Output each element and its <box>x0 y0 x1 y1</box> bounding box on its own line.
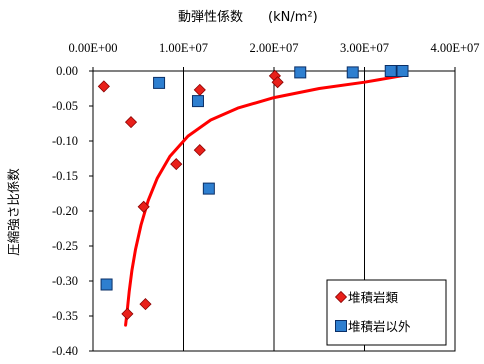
chart-title-unit: (kN/m²) <box>268 10 318 25</box>
y-tick-label: -0.05 <box>52 99 78 113</box>
point-square <box>100 278 113 291</box>
y-axis: 0.00 -0.05 -0.10 -0.15 -0.20 -0.25 -0.30 -0.35 -… <box>52 64 93 358</box>
y-tick-label: -0.25 <box>52 239 78 253</box>
legend-box <box>326 279 447 346</box>
legend-marker-square <box>335 320 347 332</box>
trend-line <box>124 73 407 327</box>
point-diamond <box>124 116 138 129</box>
point-square <box>153 76 166 89</box>
point-diamond <box>193 83 206 96</box>
data-points <box>97 65 409 320</box>
point-diamond <box>139 298 152 311</box>
point-diamond <box>121 307 134 320</box>
legend-marker-diamond <box>334 290 348 304</box>
y-tick-label: -0.20 <box>52 204 78 218</box>
chart-title: 動弾性係数 <box>178 10 243 25</box>
y-tick-label: 0.00 <box>56 64 78 78</box>
point-diamond <box>193 144 206 157</box>
point-diamond <box>271 76 284 89</box>
y-tick-label: -0.30 <box>52 274 78 288</box>
point-square <box>202 182 215 195</box>
x-tick-label: 1.00E+07 <box>159 41 208 55</box>
point-diamond <box>137 200 150 213</box>
point-square <box>384 65 397 77</box>
y-tick-label: -0.15 <box>52 169 78 183</box>
x-tick-label: 4.00E+07 <box>430 41 479 55</box>
y-tick-label: -0.10 <box>52 134 78 148</box>
point-square <box>396 65 409 77</box>
x-tick-label: 0.00E+00 <box>68 41 117 55</box>
x-tick-label: 2.00E+07 <box>249 41 298 55</box>
y-tick-label: -0.40 <box>52 344 78 358</box>
legend-label: 堆積岩以外 <box>348 319 411 334</box>
trend-curve <box>124 73 407 327</box>
point-square <box>294 66 307 79</box>
point-diamond <box>170 158 183 171</box>
y-tick-label: -0.35 <box>52 309 78 323</box>
point-diamond <box>97 80 110 93</box>
point-square <box>191 95 204 108</box>
legend-label: 堆積岩類 <box>348 290 399 305</box>
x-tick-label: 3.00E+07 <box>340 41 389 55</box>
x-axis: 0.00E+00 1.00E+07 2.00E+07 3.00E+07 4.00E+07 <box>68 41 480 71</box>
point-square <box>346 66 359 79</box>
y-axis-label: 圧縮強さ比係数 <box>6 168 21 256</box>
